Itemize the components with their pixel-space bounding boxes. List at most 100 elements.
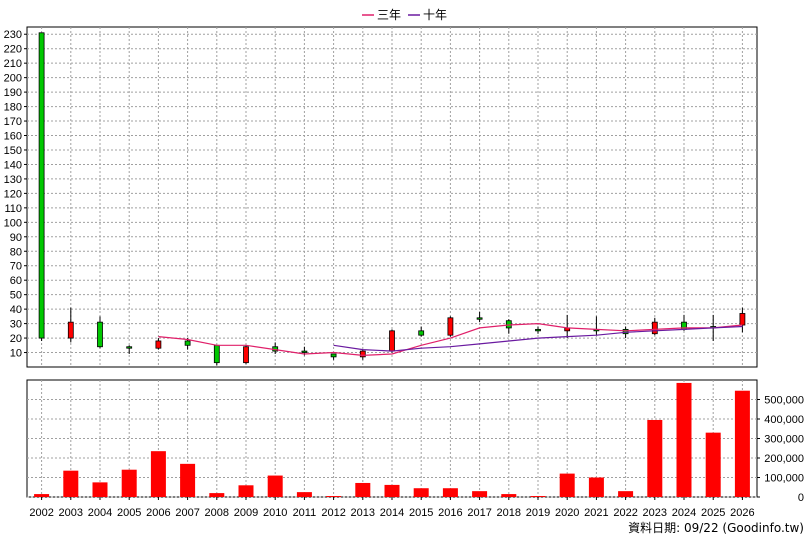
price-y-tick-label: 140 — [4, 159, 22, 171]
price-y-tick-label: 10 — [10, 348, 22, 360]
volume-bar — [588, 477, 604, 497]
candle-body — [330, 353, 337, 358]
candle-body — [155, 340, 162, 349]
x-tick-label: 2011 — [293, 507, 317, 519]
x-tick-label: 2003 — [59, 507, 83, 519]
legend-label-ma10: 十年 — [423, 8, 447, 22]
volume-bar — [530, 496, 546, 497]
volume-bar — [384, 484, 400, 497]
price-y-tick-label: 90 — [10, 232, 22, 244]
price-y-tick-label: 20 — [10, 333, 22, 345]
volume-bar — [676, 382, 692, 497]
candle-body — [418, 330, 425, 336]
x-tick-label: 2004 — [88, 507, 112, 519]
volume-panel: 0 100,000 200,000 300,000 400,000 500,000 — [26, 379, 804, 504]
volume-y-tick-label: 300,000 — [764, 434, 804, 446]
candle-body — [38, 32, 45, 339]
volume-bar — [63, 470, 79, 497]
candle-body — [97, 321, 103, 348]
price-panel: 10 20 30 40 50 60 70 80 90 100 110 120 130 140 150 160 1… — [4, 26, 758, 368]
price-y-tick-label: 200 — [4, 73, 22, 85]
volume-bar — [180, 463, 196, 497]
candle-body — [651, 321, 658, 335]
volume-bar — [150, 451, 166, 497]
price-y-tick-label: 190 — [4, 87, 22, 99]
volume-bar — [501, 494, 517, 497]
volume-bar — [647, 419, 663, 497]
volume-bar — [326, 496, 342, 497]
volume-bar — [238, 485, 254, 497]
volume-bar — [734, 390, 750, 497]
volume-bar — [121, 469, 137, 497]
x-tick-label: 2013 — [351, 507, 375, 519]
x-axis: 2002 2003 2004 2005 2006 2007 2008 2009 2010 2011… — [29, 497, 755, 519]
ma3-line — [158, 322, 743, 357]
price-y-tick-label: 110 — [4, 203, 22, 215]
x-tick-label: 2023 — [643, 507, 667, 519]
price-y-tick-label: 130 — [4, 174, 22, 186]
volume-bar — [267, 475, 283, 497]
candle-body — [447, 317, 454, 336]
volume-y-tick-label: 500,000 — [764, 395, 804, 407]
candle-body — [622, 328, 629, 335]
candle-body — [389, 330, 395, 352]
volume-bar — [209, 493, 225, 497]
candle-body — [359, 350, 366, 358]
x-tick-label: 2016 — [438, 507, 462, 519]
x-tick-label: 2024 — [672, 507, 696, 519]
x-tick-label: 2009 — [234, 507, 258, 519]
x-tick-label: 2015 — [409, 507, 433, 519]
x-tick-label: 2006 — [146, 507, 170, 519]
candle-body — [67, 321, 74, 339]
price-y-tick-label: 40 — [10, 304, 22, 316]
candle-body — [213, 344, 220, 364]
volume-y-tick-label: 400,000 — [764, 414, 804, 426]
x-tick-label: 2010 — [263, 507, 287, 519]
price-y-tick-label: 100 — [4, 217, 22, 229]
candle-body — [535, 328, 541, 332]
volume-bar — [705, 432, 721, 497]
x-tick-label: 2020 — [555, 507, 579, 519]
volume-bar — [355, 482, 371, 497]
volume-bar — [92, 482, 108, 497]
x-tick-label: 2002 — [29, 507, 53, 519]
volume-y-tick-label: 200,000 — [764, 453, 804, 465]
x-tick-label: 2021 — [584, 507, 608, 519]
price-y-tick-label: 150 — [4, 145, 22, 157]
price-y-tick-label: 60 — [10, 275, 22, 287]
price-y-tick-label: 50 — [10, 290, 22, 302]
x-tick-label: 2022 — [613, 507, 637, 519]
volume-bar — [413, 488, 429, 497]
legend-label-ma3: 三年 — [377, 8, 401, 22]
volume-bar — [559, 473, 575, 497]
candle-body — [243, 346, 249, 364]
price-y-tick-label: 220 — [4, 44, 22, 56]
x-tick-label: 2007 — [175, 507, 199, 519]
x-tick-label: 2012 — [321, 507, 345, 519]
volume-bar — [442, 488, 458, 497]
price-y-tick-label: 70 — [10, 261, 22, 273]
candle-body — [301, 350, 308, 353]
price-y-tick-label: 230 — [4, 29, 22, 41]
ma10-line — [333, 325, 743, 352]
x-tick-label: 2008 — [205, 507, 229, 519]
data-date-footer: 資料日期: 09/22 (Goodinfo.tw) — [628, 521, 804, 535]
volume-bar — [472, 491, 488, 497]
price-y-tick-label: 170 — [4, 116, 22, 128]
price-y-tick-label: 80 — [10, 246, 22, 258]
x-tick-label: 2005 — [117, 507, 141, 519]
x-tick-label: 2017 — [467, 507, 491, 519]
candle-body — [739, 313, 746, 326]
price-y-tick-label: 180 — [4, 102, 22, 114]
x-tick-label: 2025 — [701, 507, 725, 519]
candle-body — [184, 340, 191, 346]
volume-y-tick-label: 100,000 — [764, 473, 804, 485]
price-y-tick-label: 30 — [10, 319, 22, 331]
x-tick-label: 2019 — [526, 507, 550, 519]
chart-legend: 三年 十年 — [362, 8, 447, 22]
price-y-tick-label: 160 — [4, 131, 22, 143]
price-y-tick-label: 120 — [4, 188, 22, 200]
price-y-tick-label: 210 — [4, 58, 22, 70]
volume-y-tick-label: 0 — [798, 492, 804, 504]
